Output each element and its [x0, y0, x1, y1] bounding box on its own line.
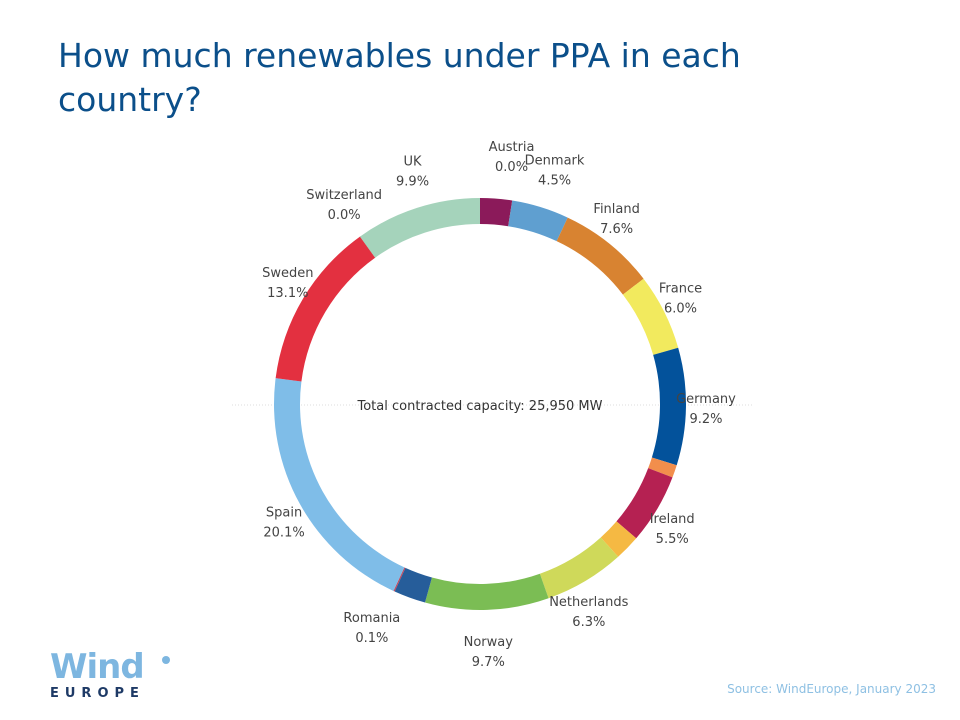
value-finland: 7.6% [600, 222, 633, 237]
label-ireland: Ireland [650, 512, 695, 527]
slice-france [622, 278, 679, 355]
windeurope-logo: Wind EUROPE [50, 647, 170, 701]
label-uk: UK [404, 155, 423, 170]
slices-group [273, 198, 686, 611]
slice-germany [651, 347, 686, 466]
value-austria: 0.0% [495, 160, 528, 175]
value-switzerland: 0.0% [328, 208, 361, 223]
slice-uk [359, 198, 480, 258]
slice-unlabeled-6 [648, 457, 677, 478]
source-note: Source: WindEurope, January 2023 [727, 682, 936, 696]
value-sweden: 13.1% [267, 286, 308, 301]
slice-unlabeled-0 [480, 198, 513, 227]
value-norway: 9.7% [472, 655, 505, 670]
label-germany: Germany [676, 392, 736, 407]
label-sweden: Sweden [262, 266, 313, 281]
label-switzerland: Switzerland [306, 188, 382, 203]
value-denmark: 4.5% [538, 174, 571, 189]
slice-unlabeled-8 [600, 521, 637, 557]
value-uk: 9.9% [396, 175, 429, 190]
slice-sweden [275, 236, 376, 382]
slice-denmark [508, 200, 568, 242]
value-france: 6.0% [664, 301, 697, 316]
label-netherlands: Netherlands [549, 595, 628, 610]
logo-europe-text: EUROPE [50, 686, 145, 701]
slice-spain [273, 378, 405, 591]
slice-romania [393, 567, 406, 592]
slice-netherlands [539, 537, 619, 599]
value-ireland: 5.5% [656, 532, 689, 547]
label-austria: Austria [489, 140, 535, 155]
label-spain: Spain [266, 505, 302, 520]
slice-finland [556, 217, 644, 295]
label-finland: Finland [593, 202, 639, 217]
labels-group: Austria0.0%Denmark4.5%Finland7.6%France6… [262, 140, 736, 670]
value-netherlands: 6.3% [572, 615, 605, 630]
page-title: How much renewables under PPA in each co… [58, 36, 741, 119]
value-romania: 0.1% [355, 631, 388, 646]
logo-wind-text: Wind [50, 647, 145, 687]
label-france: France [659, 281, 702, 296]
center-total-label: Total contracted capacity: 25,950 MW [356, 399, 602, 414]
label-norway: Norway [464, 635, 514, 650]
value-spain: 20.1% [263, 525, 304, 540]
value-germany: 9.2% [689, 412, 722, 427]
label-denmark: Denmark [525, 154, 585, 169]
label-romania: Romania [343, 611, 400, 626]
logo-dot-icon [162, 656, 170, 664]
slice-ireland [616, 468, 673, 539]
slice-unlabeled-11 [394, 567, 432, 603]
slice-norway [425, 573, 549, 611]
